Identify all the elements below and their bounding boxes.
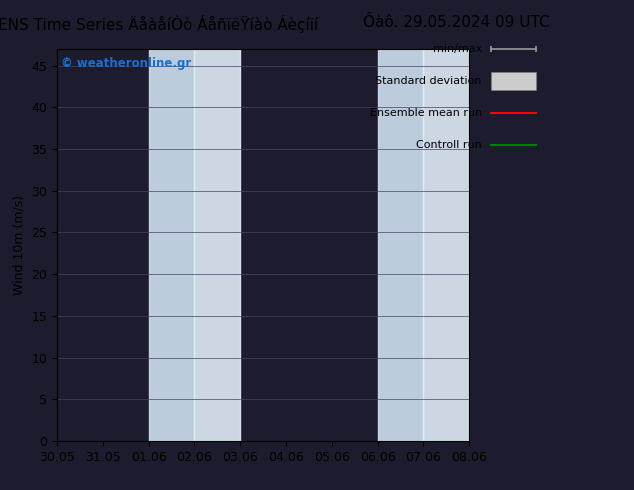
Text: © weatheronline.gr: © weatheronline.gr <box>61 57 191 70</box>
Text: min/max: min/max <box>432 44 482 54</box>
Text: Controll run: Controll run <box>416 140 482 149</box>
Text: Standard deviation: Standard deviation <box>375 76 482 86</box>
Text: Ôàô. 29.05.2024 09 UTC: Ôàô. 29.05.2024 09 UTC <box>363 15 550 30</box>
Bar <box>195 49 240 441</box>
Text: ENS Time Series ÄåàåíÒò ÁåñïëŸíàò Áèçíïí: ENS Time Series ÄåàåíÒò ÁåñïëŸíàò Áèçíïí <box>0 15 318 33</box>
Y-axis label: Wind 10m (m/s): Wind 10m (m/s) <box>13 195 26 295</box>
Bar <box>148 49 195 441</box>
Text: Ensemble mean run: Ensemble mean run <box>370 108 482 118</box>
Bar <box>378 49 424 441</box>
Bar <box>424 49 469 441</box>
